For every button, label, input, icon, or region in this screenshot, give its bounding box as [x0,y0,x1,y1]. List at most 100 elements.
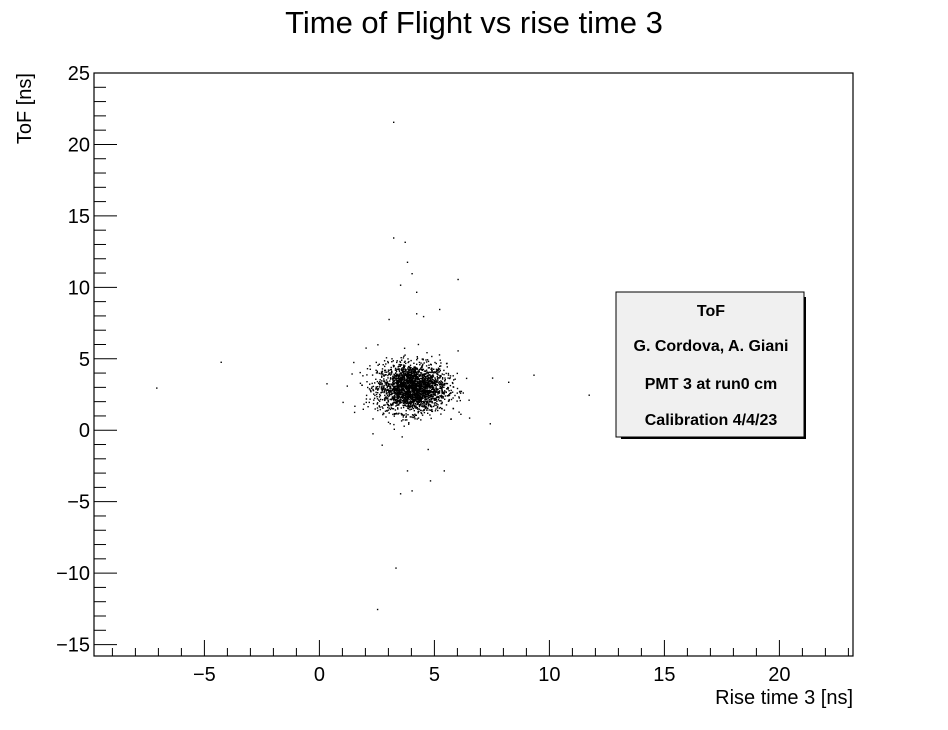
data-point [408,374,411,376]
data-point [394,413,396,415]
data-point [417,400,419,403]
data-point [395,369,397,371]
data-point [346,385,348,387]
data-point [398,400,401,402]
data-point [445,404,448,406]
data-point [388,407,390,409]
data-point [434,391,437,393]
data-point [415,394,417,396]
data-point [387,374,389,377]
data-point [419,372,422,374]
data-point [411,414,414,416]
data-point [393,398,395,400]
data-point [402,374,404,376]
data-point [404,384,406,386]
data-point [402,372,405,374]
data-point [428,385,430,387]
data-point [385,389,387,391]
data-point [422,373,424,376]
data-point [412,402,415,404]
data-point [430,363,432,365]
data-point [378,372,381,375]
data-point [408,394,411,396]
data-point [436,400,438,402]
data-point [394,409,397,411]
data-point [406,391,408,393]
data-point [416,389,418,391]
data-point [420,372,423,374]
data-point [388,392,391,394]
data-point [408,384,410,387]
data-point [422,406,424,408]
data-point [439,370,441,372]
data-point [418,388,420,390]
data-point [425,399,427,401]
data-point [377,409,379,412]
data-point-outlier [376,608,379,611]
data-point [398,378,401,381]
data-point [416,385,418,387]
data-point-outlier [342,401,344,404]
data-point [403,355,405,357]
data-point [425,373,427,375]
data-point [405,405,407,407]
data-point [430,399,433,401]
data-point [405,396,407,398]
data-point [439,368,441,370]
data-point [407,365,410,368]
y-tick-label: −10 [56,563,90,585]
data-point [376,402,379,404]
data-point [398,377,400,379]
data-point [417,402,419,404]
data-point [431,379,434,381]
data-point [403,379,405,381]
data-point [417,386,419,388]
data-point [425,401,427,403]
data-point [383,360,386,362]
data-point [409,391,411,393]
data-point [420,394,423,396]
data-point [447,377,449,379]
data-point [405,394,407,396]
data-point [383,391,386,393]
data-point [437,372,439,374]
data-point [406,384,408,386]
data-point [397,392,399,394]
data-point [389,369,392,371]
data-point [458,411,460,413]
data-point [414,387,416,389]
data-point [404,387,407,389]
data-point [384,410,387,412]
data-point [439,365,441,367]
data-point [396,404,398,406]
data-point [399,384,401,386]
data-point [394,382,396,384]
data-point [421,387,423,390]
data-point [411,407,414,409]
data-point-outlier [411,490,413,492]
data-point [423,374,426,377]
y-tick-label: 10 [68,277,90,299]
data-point [411,376,413,379]
data-point [422,400,425,403]
data-point [384,369,386,372]
data-point [402,404,404,407]
data-point [372,402,375,405]
data-point [412,404,414,406]
data-point [427,395,429,397]
data-point [412,387,414,389]
data-point [393,392,396,394]
data-point [394,399,396,401]
data-point [404,390,406,392]
data-point [414,379,417,381]
data-point [407,373,409,375]
data-point [406,396,408,399]
data-point [391,390,394,392]
data-point [407,380,409,383]
data-point [369,389,372,391]
data-point [399,379,402,381]
data-point [420,385,423,388]
data-point [449,375,452,377]
data-point [397,400,400,402]
data-point [387,406,389,409]
